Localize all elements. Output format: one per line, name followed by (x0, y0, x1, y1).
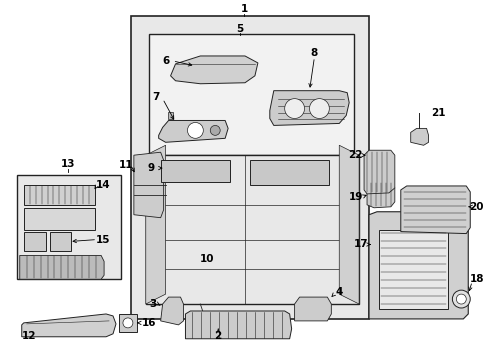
Text: 12: 12 (21, 331, 36, 341)
Polygon shape (368, 212, 468, 319)
Text: 8: 8 (310, 48, 317, 58)
Bar (131, 16, 368, 319)
Text: 22: 22 (347, 150, 362, 160)
Polygon shape (185, 311, 291, 339)
Text: 17: 17 (353, 239, 367, 249)
Circle shape (455, 294, 466, 304)
Text: 13: 13 (61, 159, 76, 169)
Circle shape (187, 122, 203, 138)
Bar (24, 185, 95, 205)
Text: 1: 1 (240, 4, 247, 14)
Polygon shape (21, 314, 116, 337)
Text: 5: 5 (236, 24, 243, 34)
Bar (24, 231, 45, 251)
Polygon shape (410, 129, 427, 145)
Polygon shape (161, 297, 183, 325)
Bar (119, 314, 137, 332)
Text: 10: 10 (200, 255, 214, 264)
Text: 7: 7 (152, 92, 159, 102)
Bar (49, 231, 71, 251)
Bar (148, 34, 353, 155)
Text: 18: 18 (469, 274, 484, 284)
Text: 3: 3 (149, 299, 156, 309)
Bar (378, 230, 447, 309)
Polygon shape (134, 152, 163, 218)
Text: 20: 20 (468, 202, 483, 212)
Polygon shape (366, 182, 394, 208)
Polygon shape (400, 186, 469, 234)
Polygon shape (158, 121, 228, 142)
Circle shape (451, 290, 469, 308)
Text: 19: 19 (348, 192, 363, 202)
Polygon shape (269, 91, 348, 125)
Text: 6: 6 (162, 56, 169, 66)
Circle shape (309, 99, 328, 118)
Text: 15: 15 (96, 234, 110, 244)
Text: 2: 2 (214, 331, 222, 341)
Polygon shape (364, 150, 394, 194)
Bar (145, 155, 358, 304)
Text: 11: 11 (119, 160, 133, 170)
Text: 16: 16 (141, 318, 156, 328)
Bar (161, 160, 230, 182)
Bar (17, 175, 121, 279)
Polygon shape (170, 56, 257, 84)
Text: 21: 21 (430, 108, 445, 117)
Polygon shape (145, 145, 165, 304)
Circle shape (122, 318, 133, 328)
Bar (167, 112, 172, 120)
Bar (24, 208, 95, 230)
Circle shape (284, 99, 304, 118)
Circle shape (210, 125, 220, 135)
Polygon shape (339, 145, 358, 304)
Polygon shape (20, 255, 104, 279)
Bar (249, 160, 328, 185)
Text: 9: 9 (147, 163, 154, 173)
Text: 14: 14 (96, 180, 110, 190)
Polygon shape (294, 297, 331, 321)
Text: 4: 4 (335, 287, 342, 297)
